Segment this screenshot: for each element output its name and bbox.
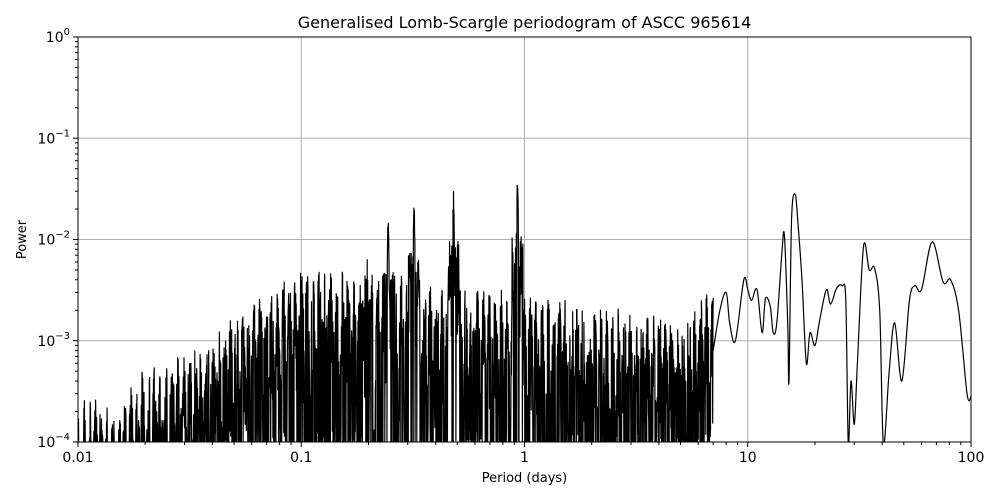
- x-axis-label: Period (days): [482, 471, 568, 486]
- x-tick-label: 0.01: [62, 450, 93, 466]
- y-tick-label: 10−3: [37, 331, 70, 350]
- x-tick-label: 0.1: [290, 450, 312, 466]
- y-axis-label: Power: [15, 219, 30, 259]
- y-tick-label: 10−4: [37, 432, 70, 451]
- y-tick-label: 10−2: [37, 230, 70, 249]
- x-tick-label: 1: [520, 450, 529, 466]
- x-axis-ticks: 0.01 0.1 1 10 100: [62, 442, 984, 466]
- y-axis-ticks: 10−4 10−3 10−2 10−1 100: [37, 27, 78, 451]
- x-tick-label: 10: [739, 450, 757, 466]
- x-tick-label: 100: [958, 450, 985, 466]
- chart-title: Generalised Lomb-Scargle periodogram of …: [298, 13, 752, 32]
- y-tick-label: 100: [46, 27, 70, 46]
- periodogram-series: [78, 184, 971, 442]
- y-tick-label: 10−1: [37, 128, 70, 147]
